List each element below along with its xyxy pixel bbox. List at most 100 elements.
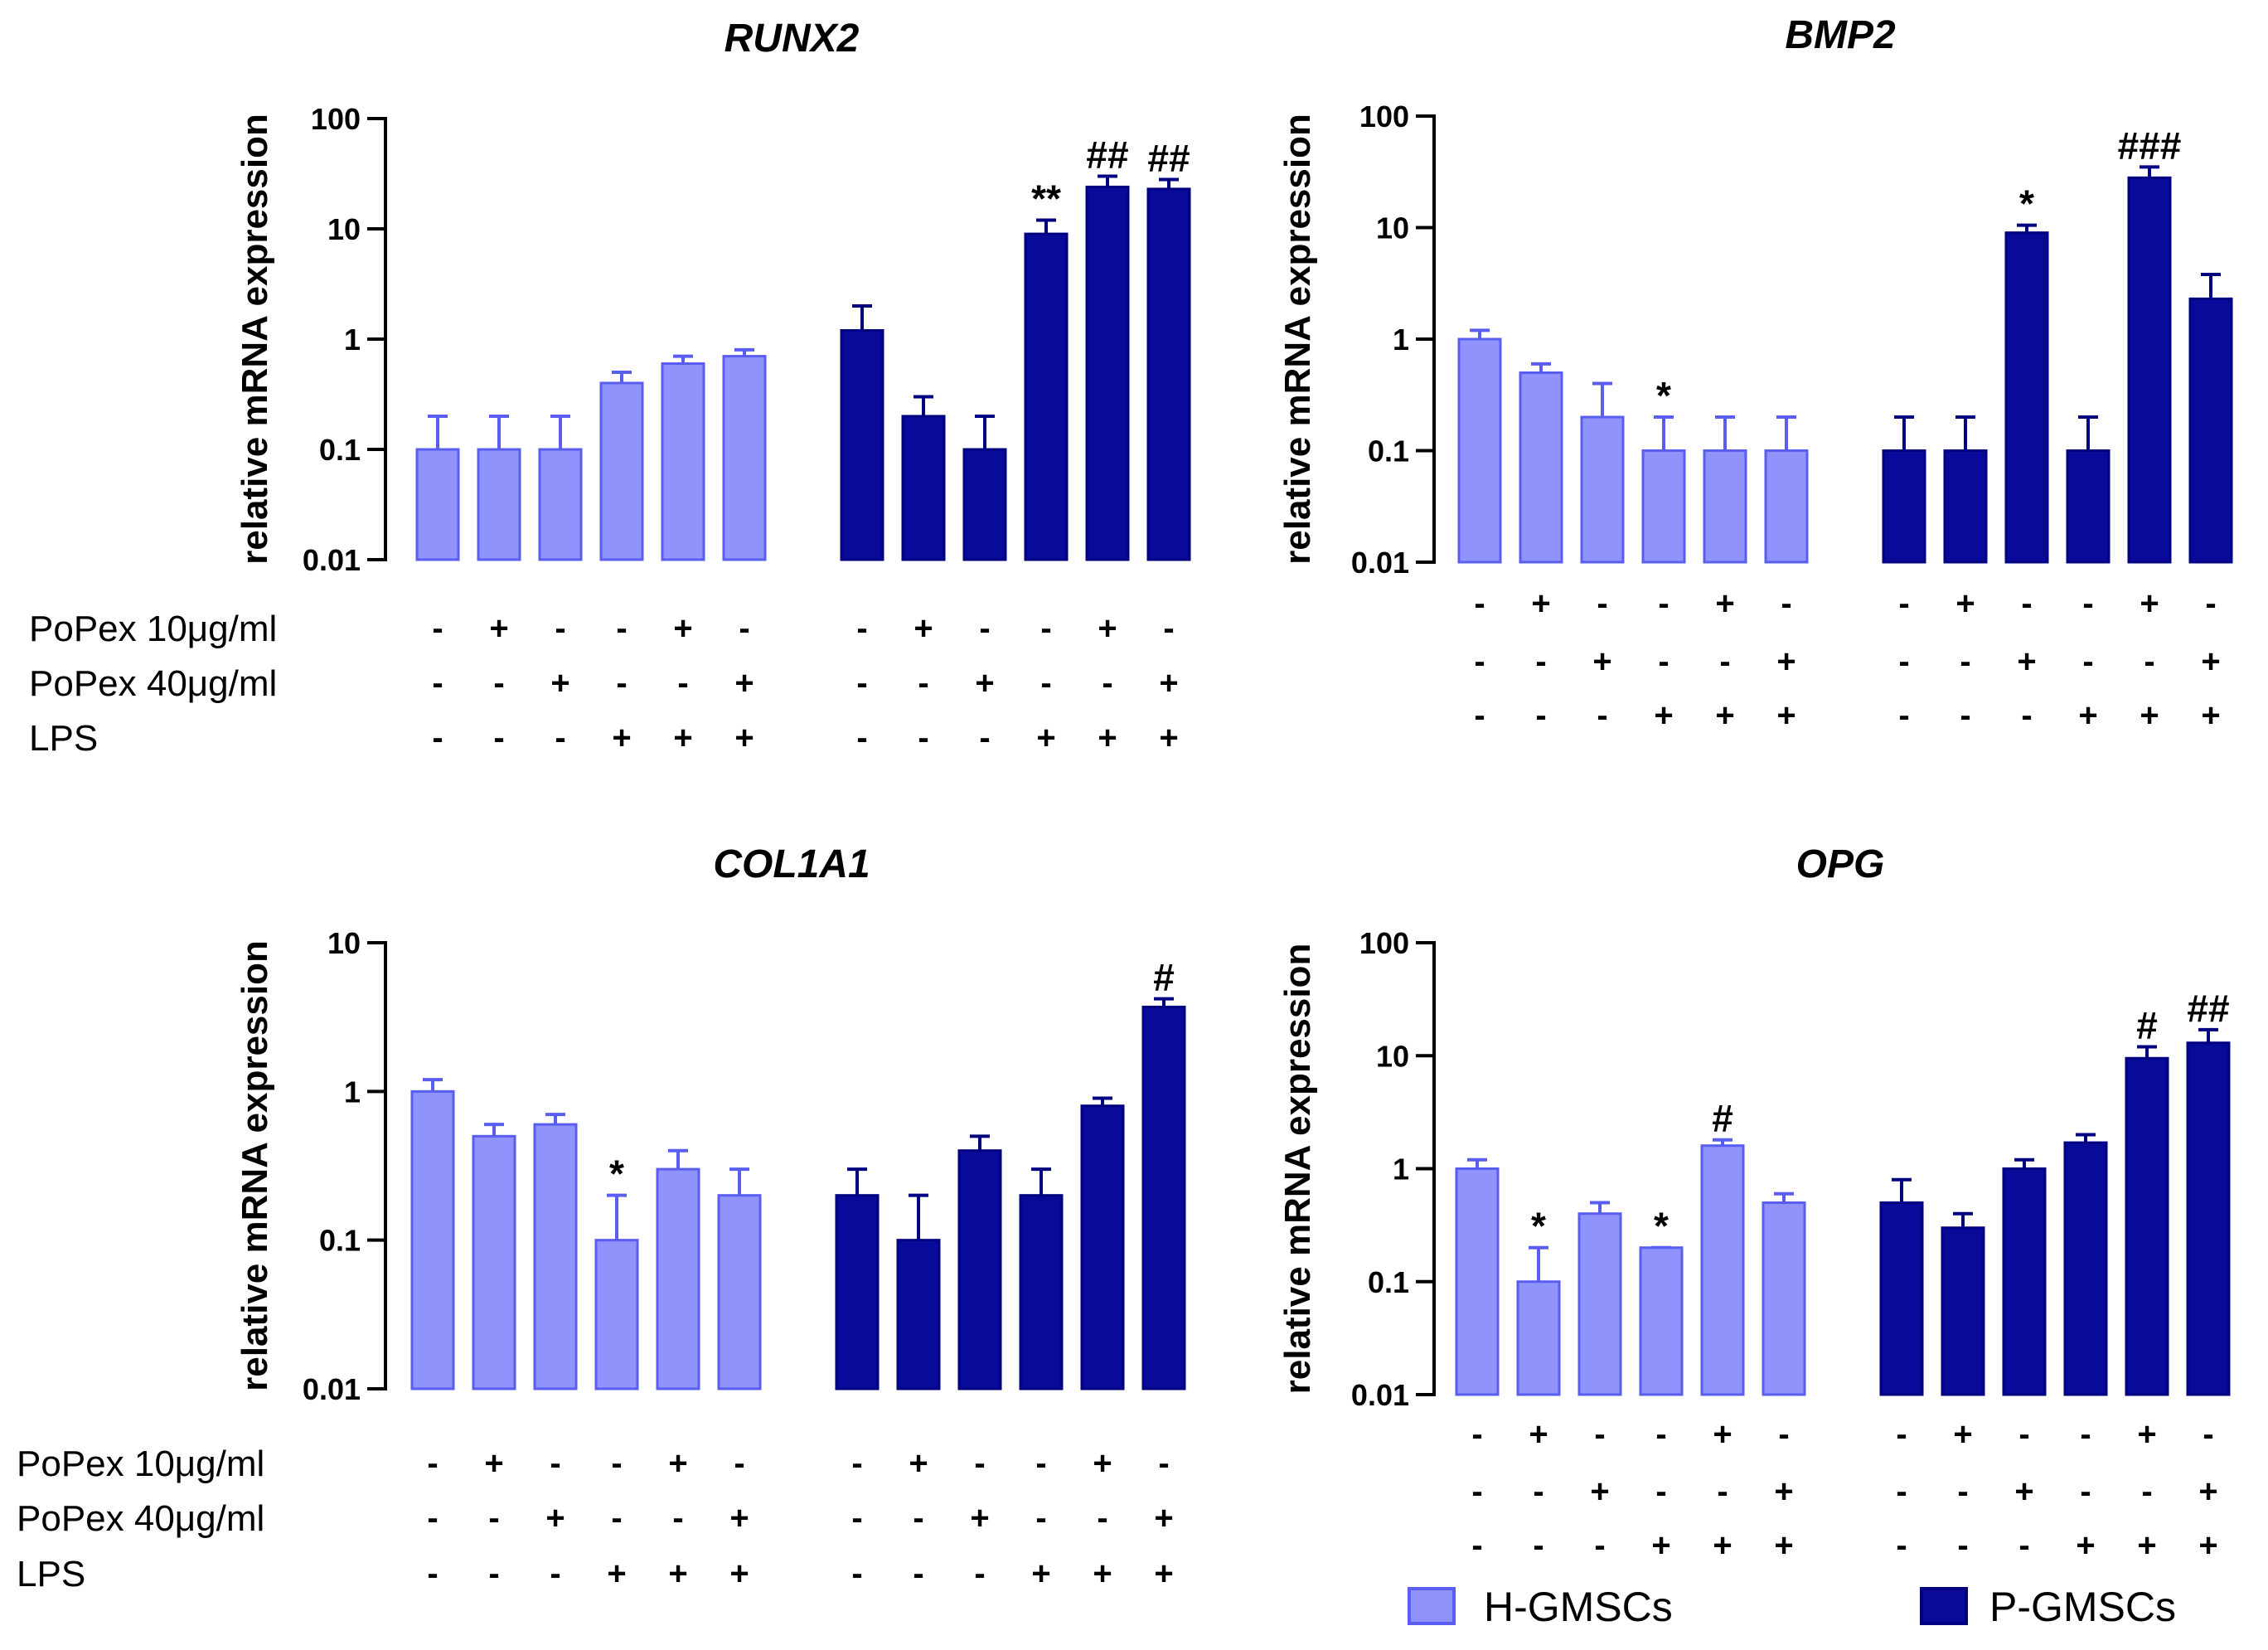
condition-sign-popex10: - <box>856 610 867 647</box>
y-tick-label: 1 <box>344 323 361 357</box>
condition-row-label: LPS <box>17 1554 85 1594</box>
bar-p-gmscs-3 <box>962 448 1007 561</box>
y-tick-label: 0.1 <box>319 433 361 467</box>
significance-marker: ## <box>1086 133 1128 177</box>
condition-sign-popex40: - <box>432 665 443 701</box>
condition-sign-popex40: - <box>856 665 867 701</box>
bar-h-gmscs-3 <box>1580 415 1625 564</box>
y-tick-label: 1 <box>344 1075 361 1109</box>
condition-sign-popex10: - <box>851 1445 862 1482</box>
condition-sign-popex10: - <box>1040 610 1051 647</box>
condition-sign-popex10: - <box>616 610 627 647</box>
significance-marker: ## <box>2187 987 2229 1030</box>
significance-marker: * <box>1531 1205 1546 1248</box>
chart-panel-col1a1: COL1A1 relative mRNA expression 0.01 0.1 1 10… <box>17 842 1186 1594</box>
y-tick-label: 0.01 <box>303 1372 361 1406</box>
bar-p-gmscs-4 <box>1019 1194 1064 1390</box>
condition-sign-popex10: + <box>1955 585 1975 622</box>
condition-sign-lps: - <box>550 1555 560 1592</box>
bar-p-gmscs-2 <box>1943 449 1988 564</box>
condition-sign-popex10: - <box>2080 1416 2091 1453</box>
y-tick-label: 0.1 <box>319 1224 361 1258</box>
condition-sign-popex40: - <box>1533 1473 1544 1510</box>
bar-h-gmscs-5 <box>1703 449 1747 564</box>
condition-sign-lps: + <box>1654 697 1673 734</box>
condition-sign-lps: + <box>1776 697 1796 734</box>
condition-sign-lps: + <box>1031 1555 1050 1592</box>
chart-panel-opg: OPG relative mRNA expression 0.01 0.1 1 10 100… <box>1277 842 2231 1564</box>
condition-sign-lps: - <box>1960 697 1970 734</box>
condition-sign-popex10: + <box>2137 1416 2156 1453</box>
condition-row-label: PoPex 10μg/ml <box>29 609 277 649</box>
significance-marker: * <box>1654 1205 1669 1248</box>
condition-sign-lps: + <box>612 720 631 756</box>
chart-title: OPG <box>1796 842 1885 886</box>
condition-sign-popex40: - <box>1097 1500 1107 1536</box>
condition-sign-popex10: + <box>1529 1416 1548 1453</box>
condition-sign-popex10: - <box>2021 585 2032 622</box>
condition-sign-lps: + <box>2201 697 2220 734</box>
condition-sign-popex10: - <box>1655 1416 1666 1453</box>
condition-sign-popex10: - <box>739 610 749 647</box>
condition-sign-lps: - <box>1898 697 1909 734</box>
condition-sign-popex40: + <box>1590 1473 1609 1510</box>
condition-sign-popex40: - <box>616 665 627 701</box>
condition-sign-popex40: - <box>2141 1473 2152 1510</box>
condition-sign-popex10: - <box>1594 1416 1605 1453</box>
condition-sign-lps: + <box>2078 697 2097 734</box>
bar-h-gmscs-6 <box>717 1194 762 1390</box>
condition-sign-popex40: + <box>2198 1473 2217 1510</box>
condition-sign-popex40: - <box>1474 643 1485 680</box>
significance-marker: * <box>2019 182 2034 226</box>
condition-row-label: LPS <box>29 718 98 759</box>
condition-sign-popex10: + <box>1713 1416 1732 1453</box>
condition-sign-popex40: - <box>2144 643 2154 680</box>
condition-sign-popex10: - <box>1158 1445 1169 1482</box>
condition-sign-popex40: - <box>1655 1473 1666 1510</box>
condition-sign-popex10: + <box>909 1445 928 1482</box>
condition-sign-popex10: - <box>734 1445 744 1482</box>
condition-sign-lps: - <box>974 1555 985 1592</box>
bar-h-gmscs-1 <box>1457 337 1502 564</box>
condition-sign-popex10: - <box>974 1445 985 1482</box>
condition-sign-popex40: - <box>1535 643 1546 680</box>
condition-sign-lps: - <box>555 720 565 756</box>
condition-sign-popex40: - <box>672 1500 683 1536</box>
chart-title: COL1A1 <box>713 842 870 886</box>
condition-sign-lps: + <box>673 720 692 756</box>
condition-sign-popex40: + <box>550 665 569 701</box>
condition-sign-popex10: + <box>1715 585 1734 622</box>
condition-sign-lps: + <box>1713 1527 1732 1564</box>
condition-sign-lps: - <box>1896 1527 1907 1564</box>
condition-sign-popex10: + <box>1093 1445 1112 1482</box>
bar-h-gmscs-1 <box>410 1089 455 1390</box>
condition-sign-popex40: + <box>1159 665 1178 701</box>
condition-sign-lps: - <box>913 1555 923 1592</box>
condition-sign-popex40: - <box>1035 1500 1046 1536</box>
condition-sign-lps: + <box>1154 1555 1173 1592</box>
condition-sign-popex40: + <box>1776 643 1796 680</box>
condition-sign-popex10: - <box>1898 585 1909 622</box>
condition-sign-popex10: + <box>668 1445 687 1482</box>
y-tick-label: 100 <box>1359 99 1409 133</box>
condition-sign-popex40: - <box>1719 643 1730 680</box>
condition-sign-lps: - <box>1597 697 1607 734</box>
condition-sign-popex10: - <box>611 1445 622 1482</box>
bar-h-gmscs-1 <box>1455 1167 1500 1396</box>
condition-sign-lps: - <box>851 1555 862 1592</box>
condition-sign-popex10: + <box>1098 610 1117 647</box>
significance-marker: # <box>2136 1003 2158 1046</box>
condition-sign-popex40: - <box>1898 643 1909 680</box>
bar-p-gmscs-1 <box>835 1194 880 1390</box>
bar-h-gmscs-6 <box>1764 449 1809 564</box>
condition-sign-lps: - <box>1957 1527 1968 1564</box>
condition-sign-lps: + <box>1036 720 1055 756</box>
y-tick-label: 10 <box>1376 1039 1409 1073</box>
condition-sign-popex10: + <box>484 1445 503 1482</box>
bar-p-gmscs-6 <box>1141 1005 1186 1390</box>
condition-sign-popex10: - <box>1778 1416 1789 1453</box>
significance-marker: * <box>609 1153 624 1196</box>
condition-sign-popex40: - <box>1040 665 1051 701</box>
bar-p-gmscs-6 <box>2188 297 2233 564</box>
condition-sign-popex40: - <box>427 1500 438 1536</box>
